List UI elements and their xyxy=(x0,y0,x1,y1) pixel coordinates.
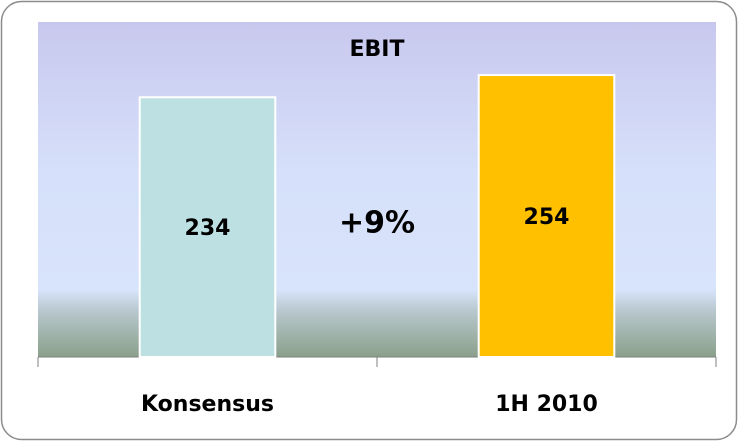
x-tick-label: Konsensus xyxy=(141,392,274,417)
x-tick-label: 1H 2010 xyxy=(495,392,598,417)
chart-title: EBIT xyxy=(350,37,405,62)
bar xyxy=(138,96,277,358)
bar xyxy=(477,74,616,358)
value-label: 254 xyxy=(524,205,570,230)
value-label: 234 xyxy=(185,216,231,241)
annotation: +9% xyxy=(339,206,415,241)
